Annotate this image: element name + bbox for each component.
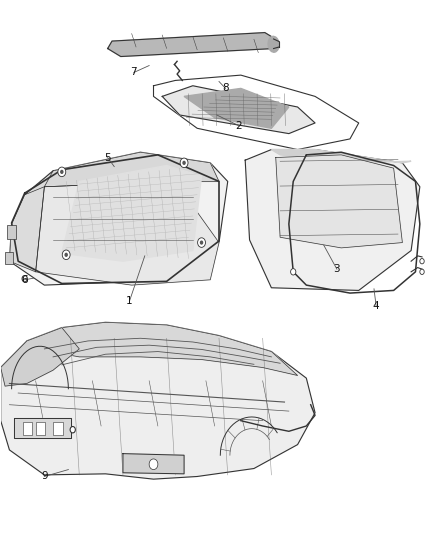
- Text: 5: 5: [104, 152, 111, 163]
- Polygon shape: [1, 328, 79, 386]
- Circle shape: [420, 259, 424, 264]
- Ellipse shape: [268, 36, 279, 52]
- Polygon shape: [245, 150, 420, 290]
- Circle shape: [70, 426, 75, 433]
- Circle shape: [200, 240, 203, 245]
- Polygon shape: [276, 155, 403, 248]
- Circle shape: [60, 169, 64, 174]
- Circle shape: [290, 269, 296, 275]
- Text: 2: 2: [235, 120, 242, 131]
- Circle shape: [62, 250, 70, 260]
- Polygon shape: [184, 88, 289, 128]
- Circle shape: [149, 459, 158, 470]
- Text: 4: 4: [373, 301, 379, 311]
- Circle shape: [64, 253, 68, 257]
- Circle shape: [198, 238, 205, 247]
- Bar: [6, 252, 13, 264]
- Text: 6: 6: [21, 275, 28, 285]
- Bar: [22, 422, 32, 435]
- Polygon shape: [272, 150, 411, 163]
- Polygon shape: [14, 418, 71, 438]
- Polygon shape: [62, 165, 201, 261]
- Polygon shape: [10, 152, 228, 285]
- Circle shape: [22, 276, 27, 282]
- Polygon shape: [123, 454, 184, 474]
- Text: 1: 1: [126, 296, 133, 306]
- Polygon shape: [162, 86, 315, 134]
- Polygon shape: [27, 322, 297, 375]
- Circle shape: [420, 269, 424, 274]
- Text: 9: 9: [41, 472, 48, 481]
- Text: 3: 3: [334, 264, 340, 274]
- Circle shape: [58, 167, 66, 176]
- Polygon shape: [10, 171, 53, 272]
- Bar: [35, 422, 45, 435]
- Polygon shape: [25, 152, 219, 195]
- Polygon shape: [108, 33, 278, 56]
- Circle shape: [182, 161, 186, 165]
- Polygon shape: [35, 181, 219, 285]
- Bar: [53, 422, 63, 435]
- Bar: [7, 224, 16, 239]
- Text: 7: 7: [131, 68, 137, 77]
- Text: 8: 8: [222, 83, 229, 93]
- Circle shape: [180, 158, 188, 167]
- Polygon shape: [1, 322, 315, 479]
